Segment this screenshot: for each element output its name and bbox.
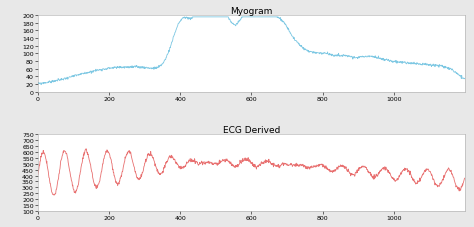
- Title: ECG Derived: ECG Derived: [222, 126, 280, 134]
- Title: Myogram: Myogram: [230, 7, 273, 16]
